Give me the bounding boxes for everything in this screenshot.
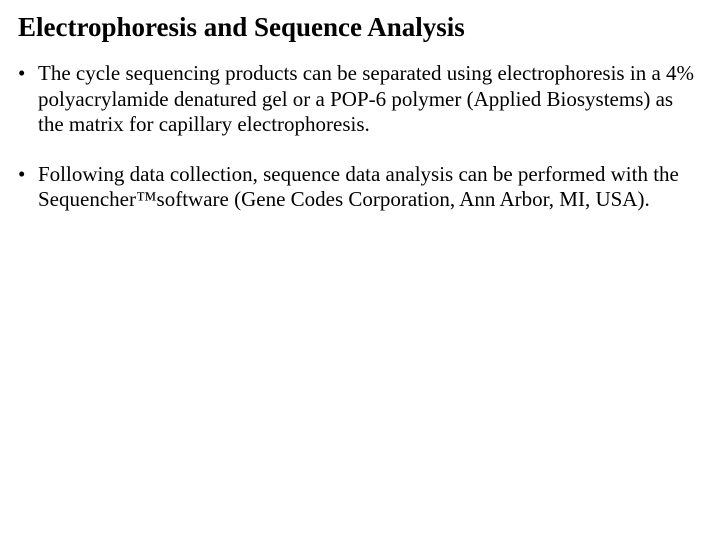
list-item: Following data collection, sequence data…: [18, 162, 698, 213]
list-item: The cycle sequencing products can be sep…: [18, 61, 698, 138]
bullet-list: The cycle sequencing products can be sep…: [10, 61, 710, 213]
slide-container: Electrophoresis and Sequence Analysis Th…: [0, 0, 720, 540]
slide-title: Electrophoresis and Sequence Analysis: [18, 12, 710, 43]
